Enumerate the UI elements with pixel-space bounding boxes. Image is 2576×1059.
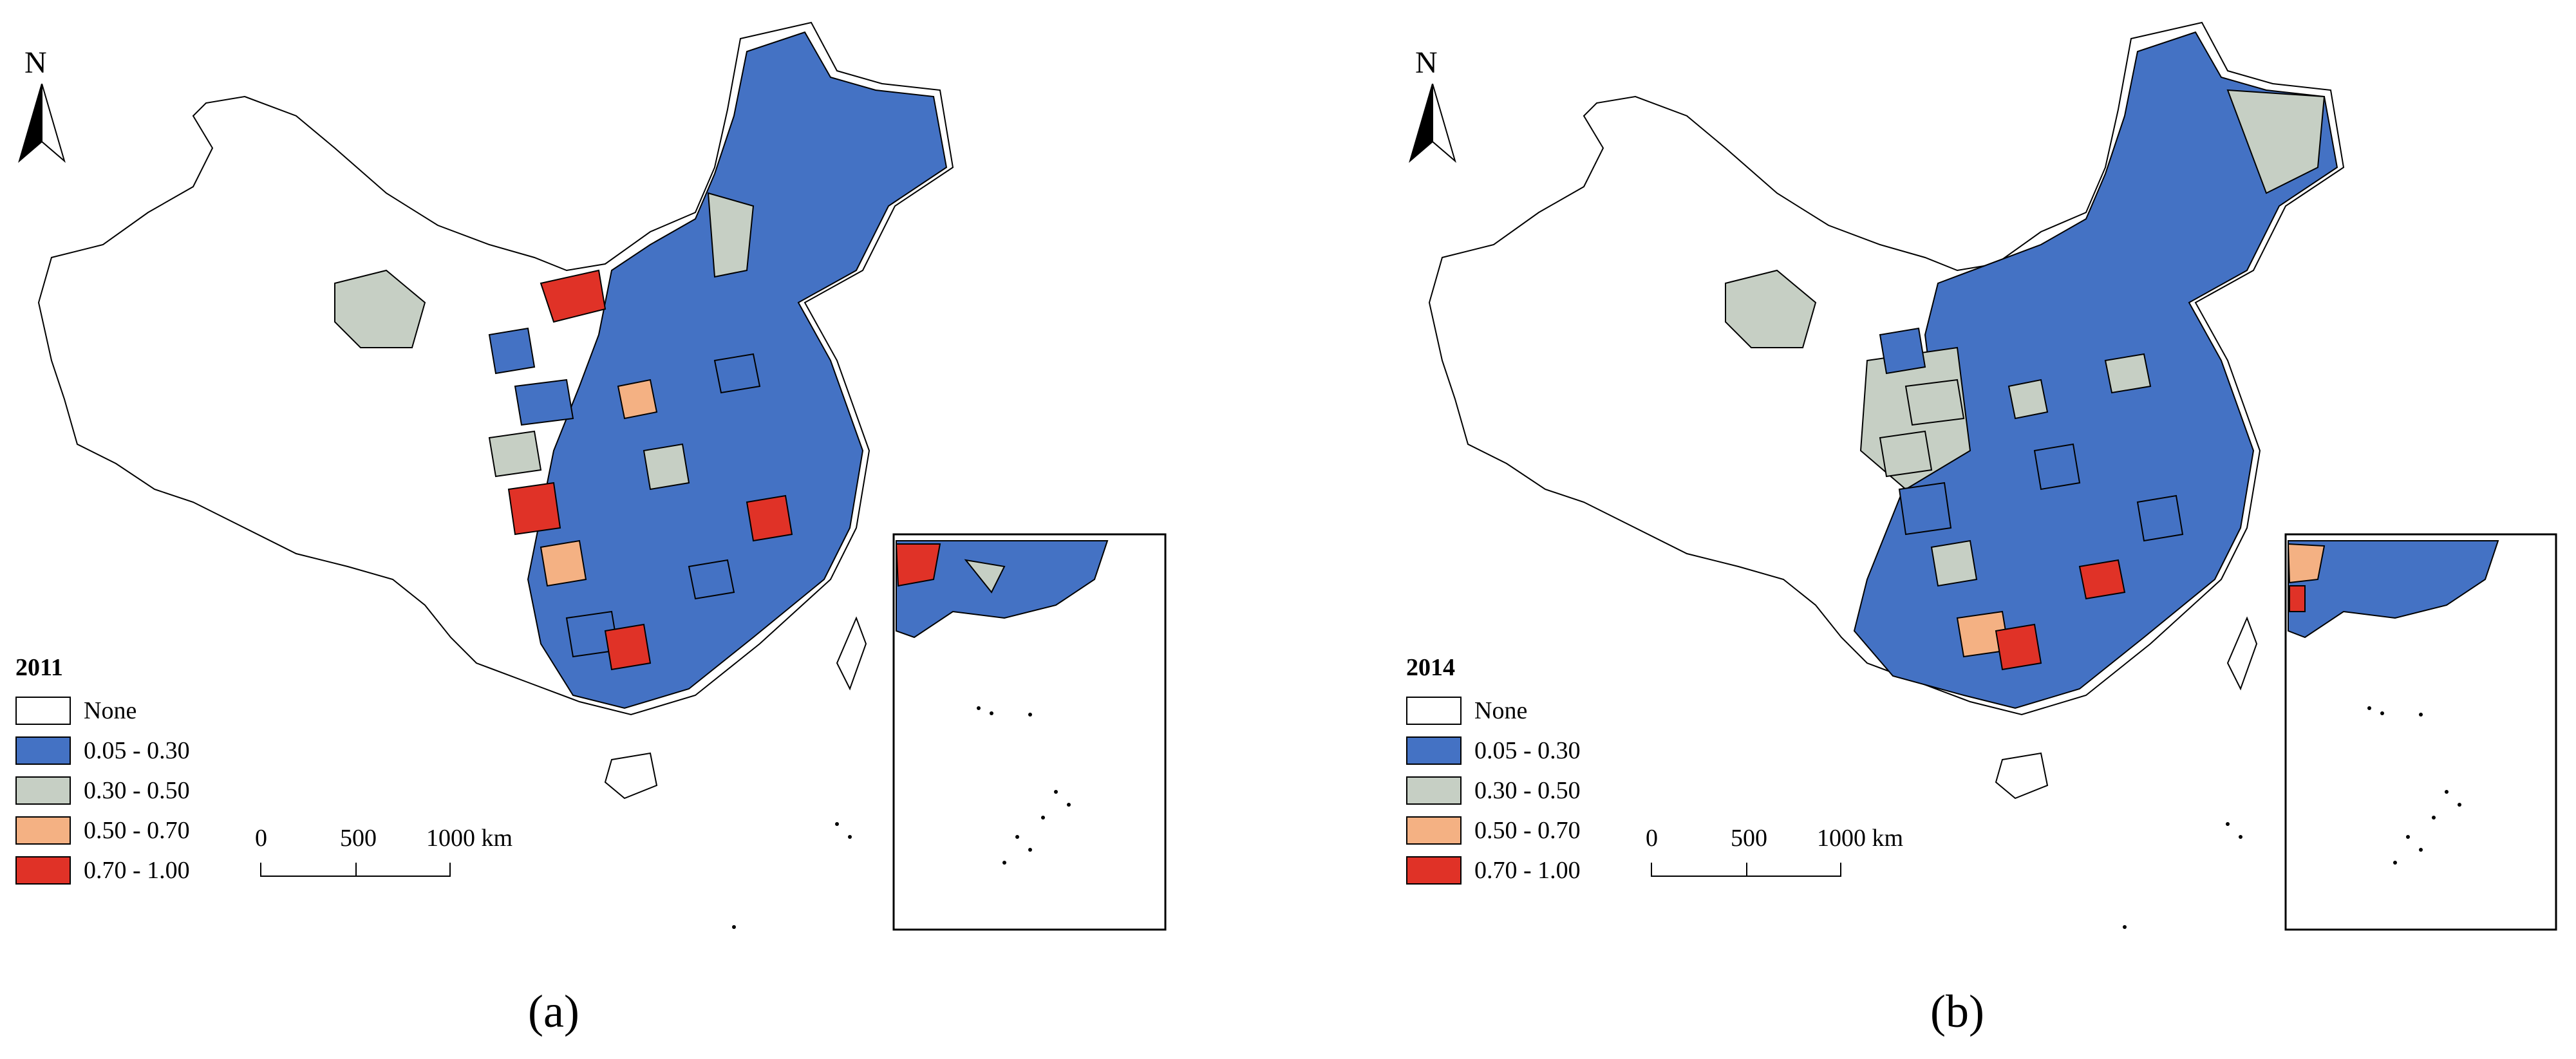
map-panel-a: N 2011 None 0.05 - 0.30 0.30 - 0.50 0.50… — [0, 0, 1281, 1059]
northwest-gray-region — [1725, 269, 1817, 348]
northeast-gray-region — [707, 192, 755, 278]
legend-swatch — [1406, 856, 1462, 885]
legend: 2011 None 0.05 - 0.30 0.30 - 0.50 0.50 -… — [15, 653, 190, 890]
north-arrow-icon — [18, 84, 66, 163]
legend-item: 0.50 - 0.70 — [15, 811, 190, 850]
legend-item: 0.05 - 0.30 — [15, 731, 190, 771]
legend-label: 0.05 - 0.30 — [1474, 737, 1581, 764]
inset-coast-region — [2288, 540, 2499, 639]
legend-label: None — [84, 697, 137, 724]
legend-swatch — [1406, 776, 1462, 805]
prefecture-highlights — [1879, 327, 2184, 671]
north-red-region — [540, 269, 606, 323]
scale-label: 0 — [255, 825, 267, 852]
map-panel-b: N 2014 None 0.05 - 0.30 0.30 - 0.50 0.50… — [1391, 0, 2576, 1059]
scale-label: 1000 km — [426, 825, 513, 852]
legend-swatch — [1406, 697, 1462, 725]
north-label: N — [24, 46, 47, 80]
north-label: N — [1415, 46, 1438, 80]
legend-swatch — [15, 816, 71, 845]
legend-label: 0.70 - 1.00 — [1474, 857, 1581, 884]
prefecture-patch — [1930, 539, 1978, 587]
scale-bar: 0 500 1000 km — [255, 824, 592, 888]
prefecture-patch — [2136, 494, 2184, 542]
east-shaded-region — [1853, 31, 2338, 709]
legend-item: 0.70 - 1.00 — [15, 850, 190, 890]
legend-swatch — [15, 697, 71, 725]
legend-label: 0.70 - 1.00 — [84, 857, 190, 884]
hainan-island — [1995, 752, 2049, 800]
panel-caption-a: (a) — [528, 986, 579, 1037]
china-map-a — [37, 21, 1167, 931]
legend-item: 0.30 - 0.50 — [1406, 771, 1581, 811]
legend-item: 0.70 - 1.00 — [1406, 850, 1581, 890]
legend-label: None — [1474, 697, 1528, 724]
legend-item: 0.05 - 0.30 — [1406, 731, 1581, 771]
scale-label: 1000 km — [1817, 825, 1904, 852]
prefecture-patch — [2078, 559, 2126, 600]
legend-item: 0.30 - 0.50 — [15, 771, 190, 811]
legend-swatch — [15, 736, 71, 765]
scale-tick — [355, 863, 357, 877]
prefecture-patch — [713, 353, 761, 394]
legend-swatch — [1406, 736, 1462, 765]
scale-label: 500 — [1731, 825, 1767, 852]
legend-label: 0.50 - 0.70 — [1474, 817, 1581, 844]
legend: 2014 None 0.05 - 0.30 0.30 - 0.50 0.50 -… — [1406, 653, 1581, 890]
taiwan-island — [836, 616, 867, 691]
northeast-gray-region — [2226, 89, 2326, 194]
scale-bar: 0 500 1000 km — [1646, 824, 1983, 888]
prefecture-patch — [604, 623, 652, 671]
hainan-island — [604, 752, 658, 800]
legend-label: 0.05 - 0.30 — [84, 737, 190, 764]
prefecture-patch — [746, 494, 793, 542]
prefecture-patch — [488, 430, 542, 478]
prefecture-patch — [2104, 353, 2152, 394]
inset-coast-region — [896, 540, 1109, 639]
legend-label: 0.30 - 0.50 — [1474, 777, 1581, 804]
scale-label: 500 — [340, 825, 377, 852]
legend-year: 2014 — [1406, 654, 1455, 681]
scale-tick — [1840, 863, 1841, 877]
scale-tick — [1651, 863, 1652, 877]
scale-tick — [449, 863, 451, 877]
north-arrow-icon — [1409, 84, 1456, 163]
prefecture-patch — [514, 379, 574, 426]
prefecture-patch — [1898, 482, 1952, 536]
prefecture-patch — [540, 539, 587, 587]
prefecture-highlights — [488, 327, 793, 671]
prefecture-patch — [643, 443, 690, 491]
northwest-gray-region — [334, 269, 426, 348]
taiwan-island — [2226, 616, 2258, 691]
island-dots — [732, 706, 1071, 929]
legend-label: 0.50 - 0.70 — [84, 817, 190, 844]
prefecture-patch — [1904, 379, 1965, 426]
prefecture-patch — [488, 327, 536, 375]
prefecture-patch — [1879, 430, 1933, 478]
scale-label: 0 — [1646, 825, 1658, 852]
north-arrow: N — [1404, 45, 1462, 174]
legend-item: 0.50 - 0.70 — [1406, 811, 1581, 850]
legend-label: 0.30 - 0.50 — [84, 777, 190, 804]
scale-tick — [260, 863, 261, 877]
prefecture-patch — [1995, 623, 2042, 671]
island-dots — [2123, 706, 2461, 929]
legend-swatch — [15, 856, 71, 885]
legend-swatch — [15, 776, 71, 805]
prefecture-patch — [2007, 379, 2049, 420]
prefecture-patch — [688, 559, 735, 600]
scale-tick — [1746, 863, 1747, 877]
north-arrow: N — [13, 45, 71, 174]
legend-year: 2011 — [15, 654, 63, 681]
legend-item: None — [1406, 691, 1581, 731]
china-map-b — [1428, 21, 2557, 931]
prefecture-patch — [617, 379, 658, 420]
panel-caption-b: (b) — [1930, 986, 1984, 1037]
prefecture-patch — [507, 482, 561, 536]
prefecture-patch — [1879, 327, 1926, 375]
legend-item: None — [15, 691, 190, 731]
legend-swatch — [1406, 816, 1462, 845]
prefecture-patch — [2033, 443, 2081, 491]
